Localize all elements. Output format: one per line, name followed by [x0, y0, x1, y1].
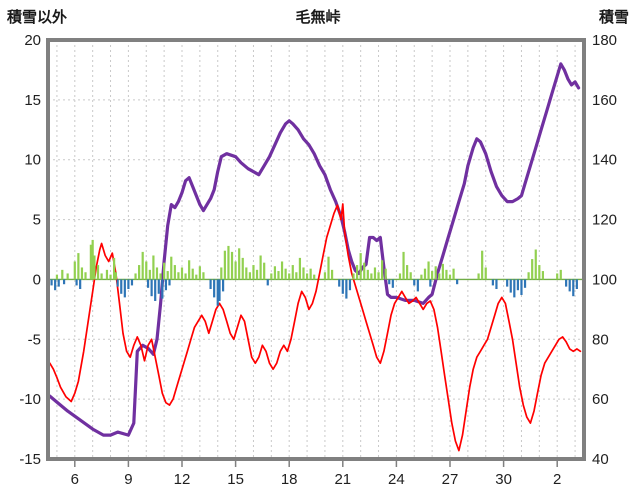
right-axis-tick-label: 120	[592, 212, 617, 229]
right-axis-title: 積雪	[598, 9, 629, 26]
x-axis-tick-label: 21	[334, 471, 351, 488]
series-red-left-axis	[48, 203, 582, 452]
series-blue-bars	[50, 279, 578, 306]
right-axis-tick-label: 160	[592, 92, 617, 109]
x-axis-tick-label: 18	[281, 471, 298, 488]
x-axis-tick-label: 30	[495, 471, 512, 488]
right-axis-tick-label: 140	[592, 152, 617, 169]
right-axis-tick-label: 40	[592, 451, 609, 468]
right-axis-tick-label: 80	[592, 331, 609, 348]
left-axis-tick-label: 20	[24, 32, 41, 49]
right-axis-tick-label: 180	[592, 32, 617, 49]
x-axis-tick-label: 27	[442, 471, 459, 488]
right-axis-tick-label: 60	[592, 391, 609, 408]
x-axis-tick-label: 9	[124, 471, 132, 488]
left-axis-tick-label: 5	[33, 212, 41, 229]
series-purple-right-axis	[48, 62, 581, 437]
x-axis-tick-label: 2	[553, 471, 561, 488]
left-axis-tick-label: -15	[19, 451, 41, 468]
left-axis-tick-label: -10	[19, 391, 41, 408]
left-axis-tick-label: 0	[33, 271, 41, 288]
left-axis-tick-label: 15	[24, 92, 41, 109]
plot-background	[48, 40, 584, 459]
x-axis-tick-label: 12	[174, 471, 191, 488]
x-axis-tick-label: 6	[71, 471, 79, 488]
x-axis-tick-label: 15	[227, 471, 244, 488]
series-green-bars	[55, 239, 562, 280]
right-axis-tick-label: 100	[592, 271, 617, 288]
left-axis-title: 積雪以外	[7, 9, 68, 26]
left-axis-tick-label: -5	[28, 331, 41, 348]
left-axis-tick-label: 10	[24, 152, 41, 169]
chart-title: 毛無峠	[295, 9, 341, 26]
x-axis-tick-label: 24	[388, 471, 405, 488]
plot-border	[46, 38, 586, 461]
axis-labels: 20 15 10 5 0 -5 -10 -15 180 160 140 120 100 80 60 40 6 9 1…	[19, 32, 617, 488]
